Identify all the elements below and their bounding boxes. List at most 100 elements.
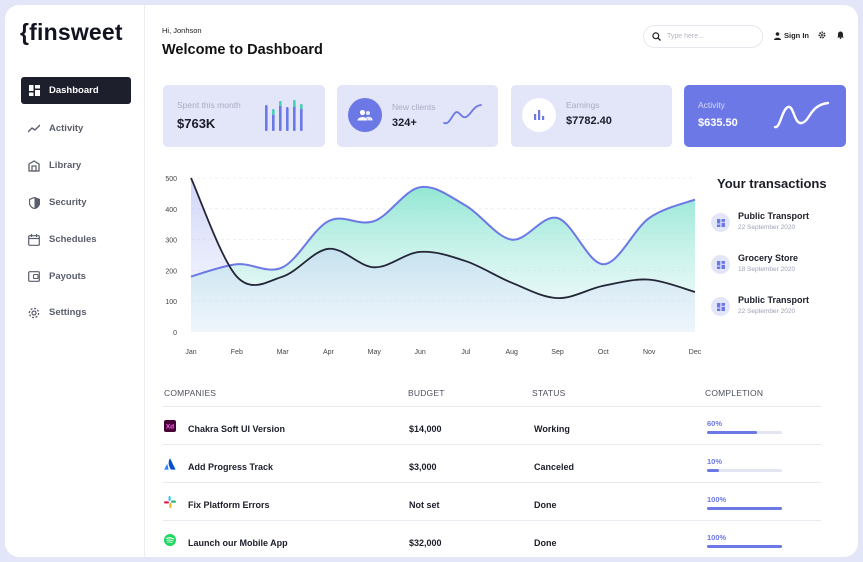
sidebar-item-label: Dashboard [49, 85, 99, 96]
bell-icon[interactable] [837, 31, 844, 39]
y-tick-label: 100 [165, 299, 177, 306]
atlassian-icon [164, 458, 176, 470]
page-title: Welcome to Dashboard [162, 42, 323, 58]
completion-percent: 100% [707, 495, 727, 504]
search-box [643, 25, 763, 48]
transaction-date: 22 September 2020 [738, 308, 796, 315]
sidebar-item-label: Payouts [49, 271, 86, 282]
logo: {finsweet [20, 19, 123, 45]
completion-percent: 60% [707, 419, 723, 428]
transaction-item[interactable]: Public Transport 22 September 2020 [711, 208, 851, 236]
card-new-clients[interactable]: New clients 324+ [337, 85, 498, 147]
card-label: Activity [698, 100, 725, 110]
company-name: Chakra Soft UI Version [188, 424, 286, 434]
transaction-date: 22 September 2020 [738, 224, 796, 231]
completion-fill [707, 507, 782, 510]
completion-bar [707, 545, 782, 548]
card-value: $7782.40 [566, 115, 612, 127]
greeting: Hi, Jonhson [162, 26, 202, 35]
y-tick-label: 200 [165, 268, 177, 275]
table-header-companies: COMPANIES [164, 388, 217, 398]
sidebar-item-label: Settings [49, 307, 87, 318]
sidebar-item-activity[interactable]: Activity [21, 115, 131, 142]
budget-value: $32,000 [409, 538, 442, 548]
transaction-icon [711, 255, 730, 274]
table-header-status: STATUS [532, 388, 566, 398]
x-tick-label: Jul [461, 349, 470, 356]
status-value: Done [534, 538, 557, 548]
transaction-name: Grocery Store [738, 253, 799, 263]
sidebar-item-label: Schedules [49, 234, 97, 245]
company-name: Launch our Mobile App [188, 538, 288, 548]
sidebar-item-library[interactable]: Library [21, 152, 131, 179]
table-row[interactable]: Add Progress Track $3,000 Canceled 10% [163, 444, 821, 482]
company-name: Fix Platform Errors [188, 500, 270, 510]
completion-bar [707, 431, 782, 434]
x-tick-label: May [368, 349, 382, 356]
status-value: Canceled [534, 462, 575, 472]
budget-value: $3,000 [409, 462, 437, 472]
status-value: Working [534, 424, 570, 434]
wallet-icon [28, 271, 40, 283]
company-name: Add Progress Track [188, 462, 274, 472]
sidebar-item-dashboard[interactable]: Dashboard [21, 77, 131, 104]
card-spent[interactable]: Spent this month $763K [163, 85, 325, 147]
spotify-icon [164, 534, 176, 546]
completion-percent: 10% [707, 457, 723, 466]
adobe-xd-icon: Xd [164, 420, 176, 432]
grid-icon [28, 85, 40, 97]
series-line [190, 177, 696, 300]
settings-gear-icon[interactable] [818, 31, 826, 39]
trend-line-icon [28, 123, 40, 135]
x-tick-label: Aug [505, 349, 518, 356]
table-header-budget: BUDGET [408, 388, 445, 398]
transaction-item[interactable]: Public Transport 22 September 2020 [711, 292, 851, 320]
sign-in-button[interactable]: Sign In [774, 31, 809, 40]
transaction-item[interactable]: Grocery Store 18 September 2020 [711, 250, 851, 278]
y-tick-label: 300 [165, 238, 177, 245]
svg-text:Xd: Xd [166, 424, 174, 431]
completion-percent: 100% [707, 533, 727, 542]
area-chart: 0 100 200 300 400 500 Jan Feb Mar Apr May Jun Jul Au… [165, 176, 702, 356]
sidebar-item-security[interactable]: Security [21, 189, 131, 216]
card-value: $635.50 [698, 117, 738, 129]
card-earnings[interactable]: Earnings $7782.40 [511, 85, 672, 147]
x-tick-label: Feb [231, 349, 243, 356]
sidebar-item-schedules[interactable]: Schedules [21, 226, 131, 253]
x-tick-label: Apr [323, 349, 335, 356]
x-tick-label: Jan [185, 349, 196, 356]
y-tick-label: 400 [165, 207, 177, 214]
x-tick-label: Sep [551, 349, 564, 356]
table-header-completion: COMPLETION [705, 388, 764, 398]
table-row[interactable]: Launch our Mobile App $32,000 Done 100% [163, 520, 821, 557]
transactions-title: Your transactions [717, 176, 827, 191]
wave-line-icon [443, 104, 482, 125]
x-tick-label: Nov [643, 349, 656, 356]
card-label: Spent this month [177, 100, 241, 110]
completion-bar [707, 507, 782, 510]
budget-value: $14,000 [409, 424, 442, 434]
library-icon [28, 159, 40, 172]
transaction-name: Public Transport [738, 295, 810, 305]
table-row[interactable]: Fix Platform Errors Not set Done 100% [163, 482, 821, 520]
gear-icon [28, 307, 40, 319]
search-input[interactable] [667, 33, 757, 40]
sidebar-item-payouts[interactable]: Payouts [21, 263, 131, 290]
main-content: Hi, Jonhson Welcome to Dashboard Sign In… [145, 5, 858, 557]
sidebar-item-label: Security [49, 197, 87, 208]
users-icon [348, 98, 382, 132]
table-row[interactable]: Xd Chakra Soft UI Version $14,000 Workin… [163, 406, 821, 444]
card-activity[interactable]: Activity $635.50 [684, 85, 846, 147]
sidebar-item-label: Activity [49, 123, 84, 134]
bar-equalizer-icon [265, 100, 303, 131]
card-value: $763K [177, 116, 216, 131]
search-icon [652, 32, 661, 41]
completion-fill [707, 431, 757, 434]
sidebar-item-settings[interactable]: Settings [21, 299, 131, 326]
x-tick-label: Dec [689, 349, 702, 356]
sign-in-label: Sign In [784, 31, 809, 40]
user-icon [774, 31, 781, 40]
x-tick-label: Jun [414, 349, 425, 356]
y-tick-label: 0 [173, 330, 177, 337]
card-value: 324+ [392, 117, 417, 129]
